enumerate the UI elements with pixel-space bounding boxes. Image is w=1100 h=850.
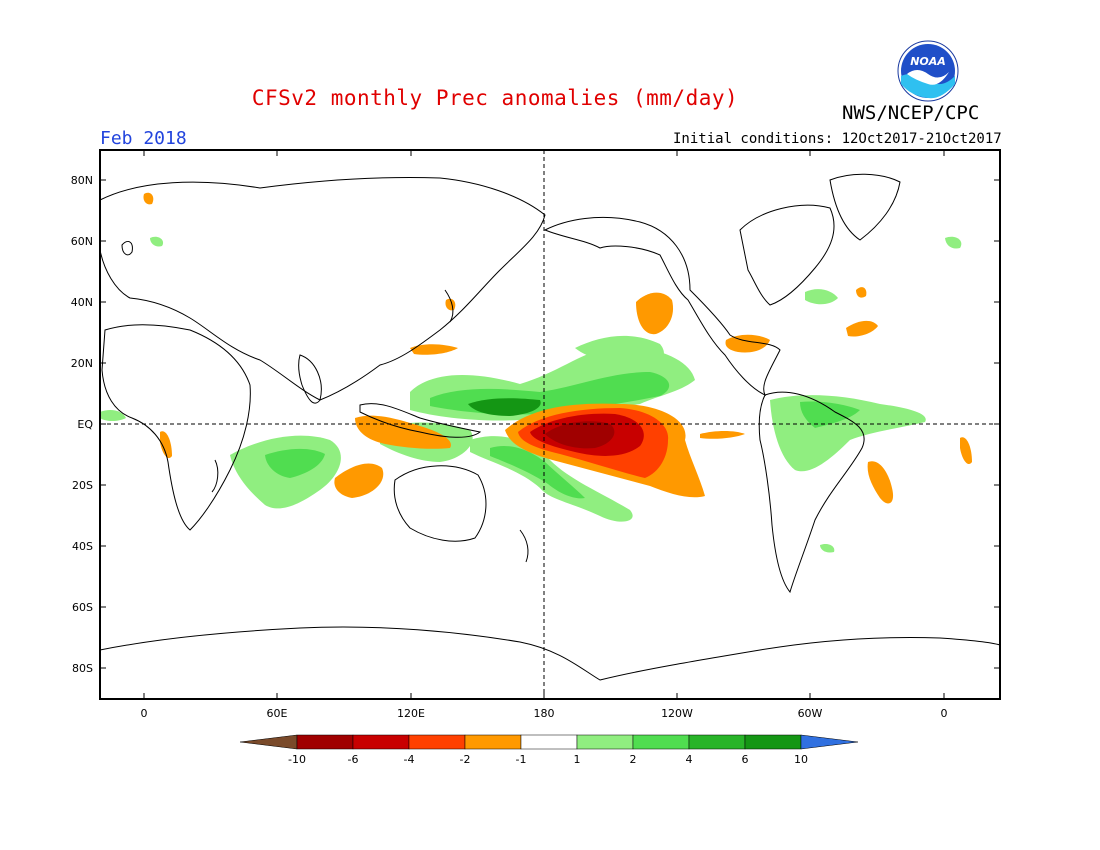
- lat-label: 60S: [72, 601, 93, 614]
- coast-new-zealand: [519, 529, 529, 563]
- lon-label: 60W: [798, 707, 823, 720]
- lon-label: 60E: [267, 707, 288, 720]
- legend-label: -2: [460, 753, 471, 766]
- legend-label: 2: [630, 753, 637, 766]
- legend-label: -1: [516, 753, 527, 766]
- coast-india: [298, 354, 322, 404]
- dry-anomaly-gulf-mexico: [725, 334, 770, 353]
- lat-label: 60N: [71, 235, 93, 248]
- wet-anomaly-amazon-core: [800, 401, 860, 428]
- dry-anomaly-africa-west: [160, 431, 172, 459]
- coast-australia: [393, 465, 487, 542]
- coast-south-america: [758, 391, 865, 594]
- legend-label: -10: [288, 753, 306, 766]
- coast-uk: [121, 241, 133, 256]
- dry-anomaly-indian-se: [334, 463, 384, 498]
- dry-anomaly-se-pacific: [700, 431, 745, 439]
- legend-swatch: [744, 734, 802, 750]
- dry-anomaly-north-atlantic-small: [856, 287, 867, 298]
- coast-japan: [444, 289, 454, 323]
- wet-anomaly-europe: [150, 236, 164, 247]
- legend-swatch: [464, 734, 522, 750]
- legend-swatch: [352, 734, 410, 750]
- lat-label: EQ: [77, 418, 93, 431]
- dry-anomaly-arctic: [143, 192, 154, 205]
- dry-anomaly-brazil-east: [867, 461, 894, 504]
- legend-label: 4: [686, 753, 693, 766]
- coast-greenland: [829, 173, 901, 241]
- coastlines: [99, 173, 1001, 681]
- dry-anomaly-africa-east: [960, 437, 972, 465]
- wet-anomaly-indian-core: [265, 448, 325, 478]
- lon-label: 0: [141, 707, 148, 720]
- longitude-labels: 0 60E 120E 180 120W 60W 0: [141, 707, 948, 720]
- coast-eurasia: [99, 177, 546, 401]
- coast-antarctica: [99, 626, 1001, 681]
- dry-anomaly-china: [410, 344, 458, 355]
- coast-indonesia: [359, 403, 482, 438]
- dry-anomaly-north-america-west: [636, 292, 674, 335]
- coast-north-america: [543, 216, 781, 397]
- wet-anomaly-north-pacific: [575, 335, 664, 365]
- wet-anomaly-south-atlantic: [820, 543, 835, 553]
- legend-swatch: [632, 734, 690, 750]
- anomaly-field: [100, 192, 972, 553]
- lat-label: 20N: [71, 357, 93, 370]
- lat-label: 80S: [72, 662, 93, 675]
- wet-anomaly-north-atlantic: [805, 289, 838, 305]
- lat-label: 80N: [71, 174, 93, 187]
- color-legend: -10 -6 -4 -2 -1 1 2 4 6 10: [239, 734, 859, 766]
- lon-label: 0: [941, 707, 948, 720]
- agency-label: NWS/NCEP/CPC: [842, 102, 980, 124]
- map-title: CFSv2 monthly Prec anomalies (mm/day): [251, 86, 739, 110]
- legend-swatch: [408, 734, 466, 750]
- coast-madagascar: [211, 459, 219, 493]
- legend-swatch: [576, 734, 634, 750]
- initial-conditions: Initial conditions: 12Oct2017-21Oct2017: [673, 131, 1002, 147]
- legend-swatch: [520, 734, 578, 750]
- legend-label: -4: [404, 753, 415, 766]
- legend-label: 1: [574, 753, 581, 766]
- lon-label: 180: [534, 707, 555, 720]
- axis-ticks: [100, 150, 1000, 699]
- logo-text: NOAA: [910, 55, 946, 68]
- lat-label: 40N: [71, 296, 93, 309]
- dry-anomaly-north-atlantic: [846, 320, 878, 337]
- noaa-logo: NOAA: [897, 40, 959, 102]
- lat-label: 20S: [72, 479, 93, 492]
- wet-anomaly-west-africa: [100, 410, 126, 421]
- dry-anomaly-maritime: [355, 415, 451, 449]
- lon-label: 120W: [661, 707, 693, 720]
- legend-label: -6: [348, 753, 359, 766]
- lon-label: 120E: [397, 707, 425, 720]
- coast-canada-east: [739, 204, 835, 306]
- coast-africa: [101, 324, 251, 531]
- legend-arrow-dry: [239, 734, 298, 750]
- latitude-labels: 80N 60N 40N 20N EQ 20S 40S 60S 80S: [71, 174, 94, 675]
- wet-anomaly-spcz-core: [490, 445, 585, 499]
- forecast-month: Feb 2018: [100, 128, 187, 149]
- wet-anomaly-greenland-sea: [945, 236, 962, 249]
- legend-swatch: [688, 734, 746, 750]
- wet-anomaly-pacific-strong: [468, 398, 541, 416]
- legend-arrow-wet: [800, 734, 859, 750]
- lat-label: 40S: [72, 540, 93, 553]
- dry-anomaly-pacific-strongest: [545, 421, 615, 449]
- legend-swatch: [296, 734, 354, 750]
- legend-label: 10: [794, 753, 808, 766]
- legend-label: 6: [742, 753, 749, 766]
